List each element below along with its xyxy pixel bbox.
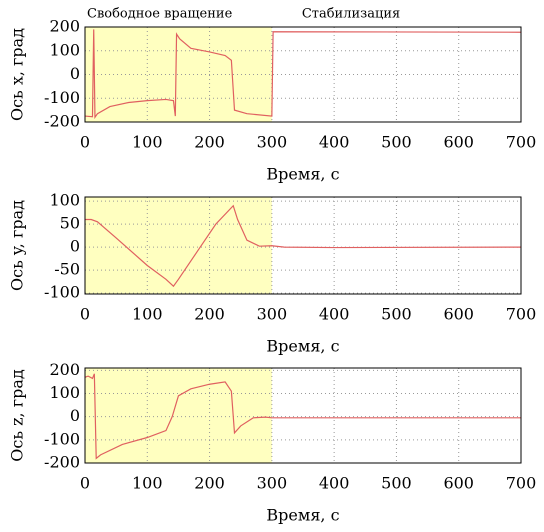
annotation: Свободное вращение: [87, 7, 233, 22]
y-tick-label: -200: [44, 112, 80, 131]
x-tick-label: 700: [506, 305, 537, 324]
x-tick-label: 400: [319, 474, 350, 493]
x-tick-label: 0: [80, 133, 90, 152]
x-tick-label: 100: [132, 305, 163, 324]
y-tick-label: 0: [70, 237, 80, 256]
x-tick-label: 400: [319, 133, 350, 152]
annotation: Стабилизация: [302, 7, 400, 22]
y-tick-label: 100: [49, 191, 80, 210]
y-tick-label: -100: [44, 429, 80, 448]
x-tick-label: 600: [443, 133, 474, 152]
axes-frame: [84, 196, 522, 295]
x-tick-label: 500: [381, 305, 412, 324]
x-tick-label: 300: [257, 474, 288, 493]
x-tick-label: 600: [443, 305, 474, 324]
y-tick-label: 0: [70, 406, 80, 425]
x-axis-label: Время, с: [266, 506, 339, 525]
y-tick-label: 50: [60, 214, 80, 233]
shaded-region: [85, 27, 272, 122]
x-tick-label: 300: [257, 133, 288, 152]
axes-frame: [84, 26, 522, 123]
x-tick-label: 200: [194, 305, 225, 324]
x-tick-label: 700: [506, 133, 537, 152]
y-axis-label: Ось z, град: [8, 369, 27, 462]
shaded-region: [85, 197, 272, 294]
x-tick-label: 500: [381, 474, 412, 493]
data-line: [85, 204, 522, 288]
x-tick-label: 600: [443, 474, 474, 493]
x-tick-label: 100: [132, 474, 163, 493]
data-line: [84, 29, 522, 120]
x-tick-label: 0: [80, 305, 90, 324]
y-axis-label: Ось y, град: [8, 200, 27, 291]
y-tick-label: 100: [49, 40, 80, 59]
y-tick-label: -200: [44, 453, 80, 472]
y-tick-label: 200: [49, 360, 80, 379]
x-tick-label: 500: [381, 133, 412, 152]
x-tick-label: 300: [257, 305, 288, 324]
y-tick-label: -100: [44, 283, 80, 302]
y-tick-label: -100: [44, 88, 80, 107]
x-tick-label: 700: [506, 474, 537, 493]
x-axis-label: Время, с: [266, 337, 339, 356]
x-axis-label: Время, с: [266, 165, 339, 184]
x-tick-label: 100: [132, 133, 163, 152]
y-tick-label: 200: [49, 17, 80, 36]
x-tick-label: 200: [194, 474, 225, 493]
x-tick-label: 0: [80, 474, 90, 493]
y-axis-label: Ось x, град: [8, 28, 27, 121]
y-tick-label: 0: [70, 64, 80, 83]
data-line: [84, 373, 521, 460]
y-tick-label: 100: [49, 383, 80, 402]
x-tick-label: 400: [319, 305, 350, 324]
axes-frame: [84, 367, 522, 464]
x-tick-label: 200: [194, 133, 225, 152]
y-tick-label: -50: [54, 260, 80, 279]
